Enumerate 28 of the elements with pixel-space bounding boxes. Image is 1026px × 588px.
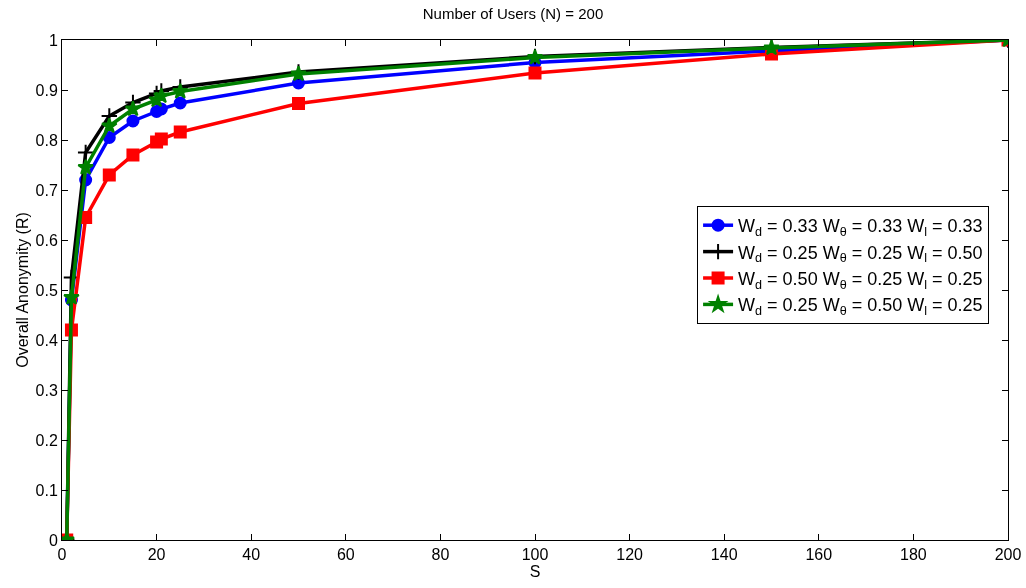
chart-title: Number of Users (N) = 200: [422, 5, 604, 23]
x-tick-label: 60: [336, 546, 355, 564]
x-tick-label: 200: [994, 546, 1022, 564]
y-tick-label: 0.9: [35, 81, 58, 99]
y-tick-label: 1: [48, 31, 58, 49]
x-tick-label: 120: [616, 546, 644, 564]
x-axis-title: S: [529, 563, 541, 581]
y-tick-label: 0.3: [35, 381, 58, 399]
x-tick-label: 100: [521, 546, 549, 564]
x-tick-label: 180: [900, 546, 927, 564]
y-tick-label: 0.5: [35, 281, 58, 299]
x-tick-label: 160: [805, 546, 833, 564]
y-tick-label: 0.8: [35, 131, 58, 149]
y-tick-label: 0.1: [35, 481, 58, 499]
y-axis-title: Overall Anonymity (R): [14, 212, 32, 368]
y-tick-label: 0.7: [35, 181, 58, 199]
legend-label: W$_{d}$ = 0.33 W$_{θ}$ = 0.33 W$_{l}$ = 0.33: [738, 216, 983, 239]
y-tick-label: 0: [48, 531, 58, 549]
x-tick-label: 140: [710, 546, 738, 564]
y-tick-label: 0.6: [35, 231, 58, 249]
legend-label: W$_{d}$ = 0.25 W$_{θ}$ = 0.50 W$_{l}$ = 0.25: [738, 295, 983, 319]
x-tick-label: 40: [242, 546, 261, 564]
y-tick-label: 0.4: [35, 331, 58, 349]
y-tick-label: 0.2: [35, 431, 58, 449]
x-tick-label: 80: [431, 546, 450, 564]
legend-label: W$_{d}$ = 0.50 W$_{θ}$ = 0.25 W$_{l}$ = 0.25: [738, 269, 983, 292]
legend-label: W$_{d}$ = 0.25 W$_{θ}$ = 0.25 W$_{l}$ = 0.50: [738, 242, 983, 266]
x-tick-label: 20: [147, 546, 166, 564]
